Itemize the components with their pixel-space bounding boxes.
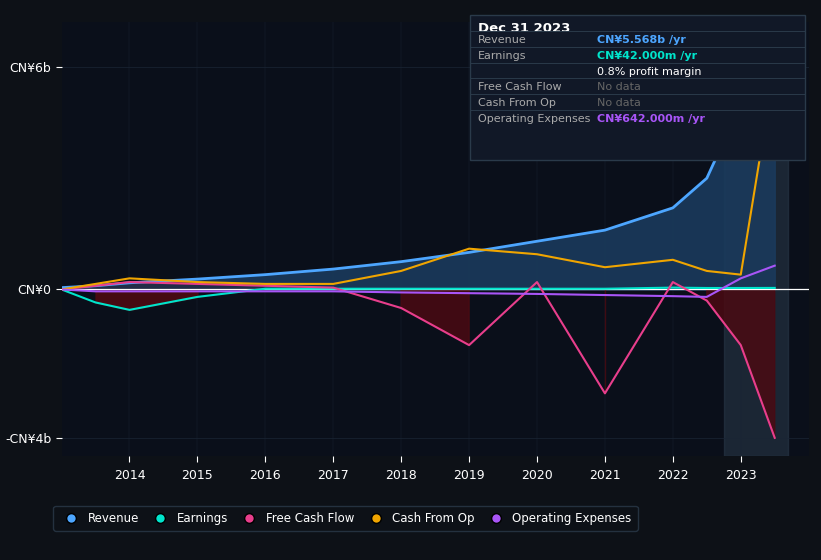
Text: No data: No data xyxy=(597,98,641,108)
Text: 0.8% profit margin: 0.8% profit margin xyxy=(597,67,702,77)
Text: Revenue: Revenue xyxy=(478,35,527,45)
Text: CN¥5.568b /yr: CN¥5.568b /yr xyxy=(597,35,686,45)
Text: Operating Expenses: Operating Expenses xyxy=(478,114,590,124)
Text: Free Cash Flow: Free Cash Flow xyxy=(478,82,562,92)
Legend: Revenue, Earnings, Free Cash Flow, Cash From Op, Operating Expenses: Revenue, Earnings, Free Cash Flow, Cash … xyxy=(53,506,638,531)
Text: CN¥42.000m /yr: CN¥42.000m /yr xyxy=(597,51,697,61)
Bar xyxy=(724,22,788,456)
Text: Dec 31 2023: Dec 31 2023 xyxy=(478,22,571,35)
Text: Earnings: Earnings xyxy=(478,51,527,61)
Text: CN¥642.000m /yr: CN¥642.000m /yr xyxy=(597,114,705,124)
Text: No data: No data xyxy=(597,82,641,92)
Text: Cash From Op: Cash From Op xyxy=(478,98,556,108)
